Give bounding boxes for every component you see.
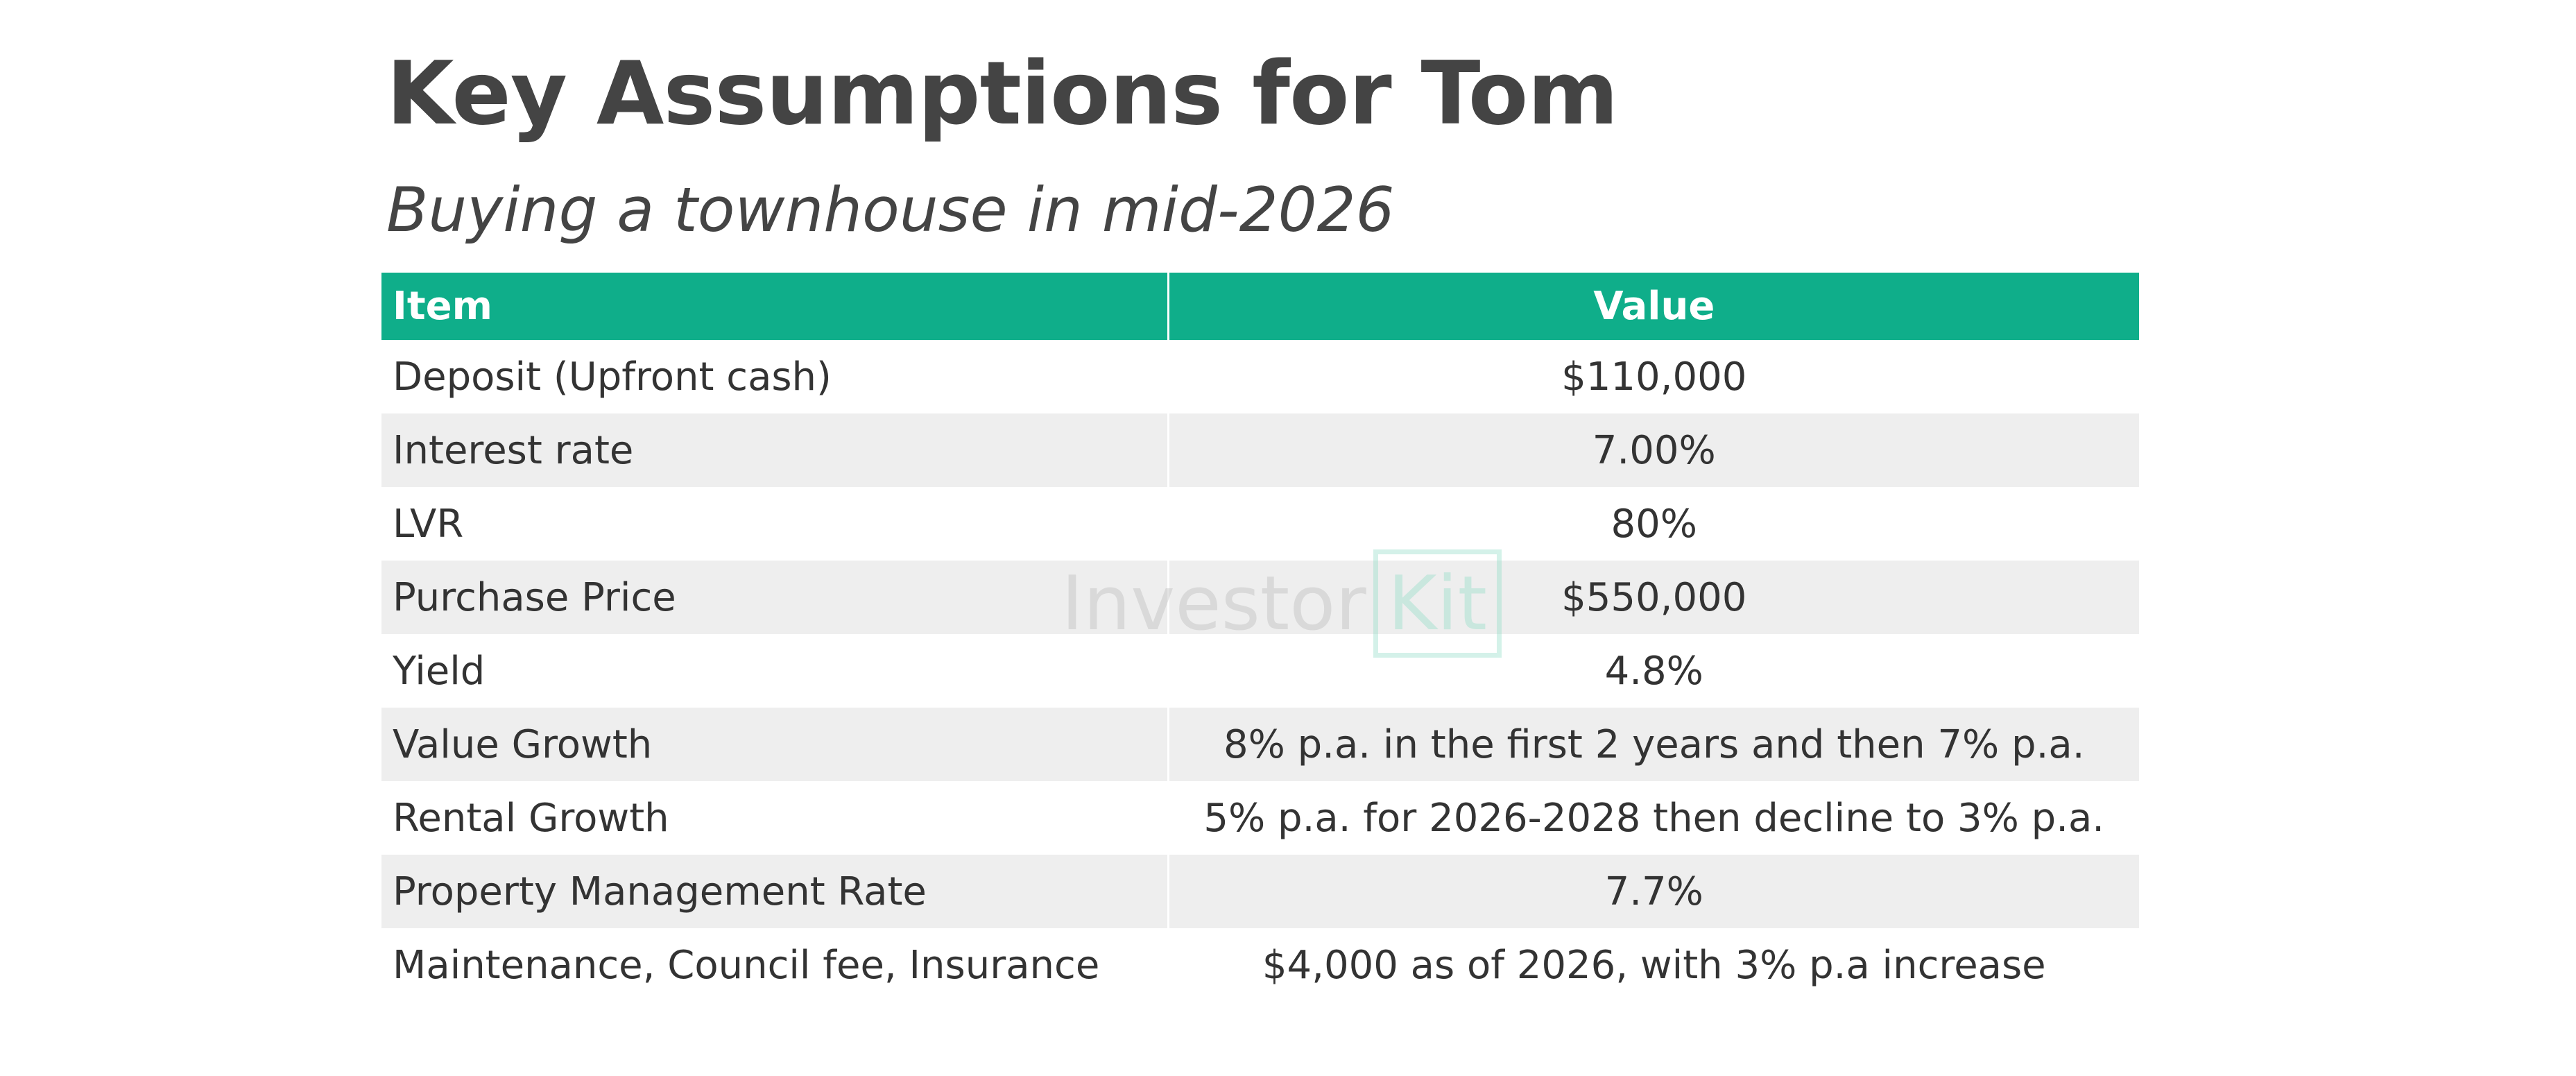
column-header-value: Value <box>1168 273 2139 340</box>
row-value-cell: 7.7% <box>1168 855 2139 928</box>
table-row: Rental Growth 5% p.a. for 2026-2028 then… <box>381 781 2139 855</box>
row-value-cell: $4,000 as of 2026, with 3% p.a increase <box>1168 928 2139 1002</box>
row-item-cell: Yield <box>381 634 1169 708</box>
table-row: Yield 4.8% <box>381 634 2139 708</box>
row-value-cell: 7.00% <box>1168 413 2139 487</box>
row-item-cell: Interest rate <box>381 413 1169 487</box>
row-value-cell: 8% p.a. in the first 2 years and then 7%… <box>1168 708 2139 781</box>
table-row: Purchase Price $550,000 <box>381 561 2139 634</box>
table-row: Deposit (Upfront cash) $110,000 <box>381 340 2139 413</box>
table-row: Value Growth 8% p.a. in the first 2 year… <box>381 708 2139 781</box>
row-value-cell: $550,000 <box>1168 561 2139 634</box>
row-item-cell: Deposit (Upfront cash) <box>381 340 1169 413</box>
page-title: Key Assumptions for Tom <box>386 42 1619 144</box>
table-header-row: Item Value <box>381 273 2139 340</box>
row-value-cell: 5% p.a. for 2026-2028 then decline to 3%… <box>1168 781 2139 855</box>
page-subtitle: Buying a townhouse in mid-2026 <box>386 174 1395 246</box>
row-item-cell: Purchase Price <box>381 561 1169 634</box>
row-item-cell: Property Management Rate <box>381 855 1169 928</box>
row-item-cell: Value Growth <box>381 708 1169 781</box>
table-row: LVR 80% <box>381 487 2139 561</box>
row-item-cell: LVR <box>381 487 1169 561</box>
row-value-cell: $110,000 <box>1168 340 2139 413</box>
row-item-cell: Rental Growth <box>381 781 1169 855</box>
assumptions-table-container: Item Value Deposit (Upfront cash) $110,0… <box>381 273 2139 1002</box>
column-header-item: Item <box>381 273 1169 340</box>
row-value-cell: 4.8% <box>1168 634 2139 708</box>
row-value-cell: 80% <box>1168 487 2139 561</box>
assumptions-table: Item Value Deposit (Upfront cash) $110,0… <box>381 273 2139 1002</box>
table-row: Maintenance, Council fee, Insurance $4,0… <box>381 928 2139 1002</box>
row-item-cell: Maintenance, Council fee, Insurance <box>381 928 1169 1002</box>
table-row: Interest rate 7.00% <box>381 413 2139 487</box>
table-row: Property Management Rate 7.7% <box>381 855 2139 928</box>
